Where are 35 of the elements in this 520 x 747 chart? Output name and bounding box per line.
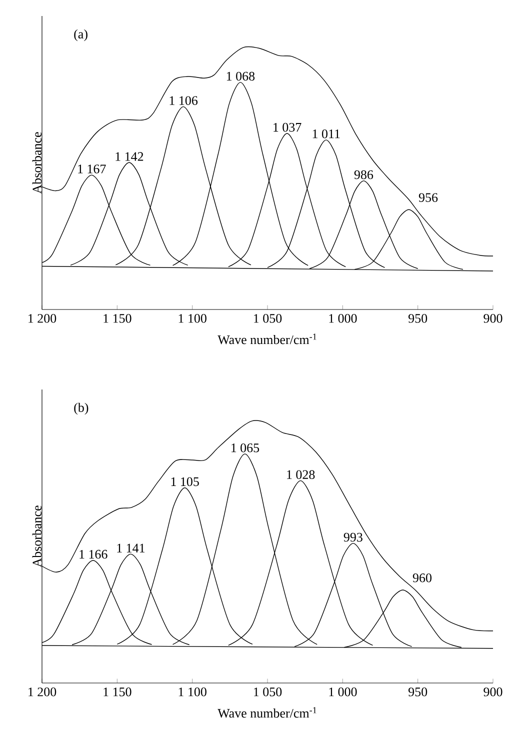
x-tick-label: 1 150 [104, 314, 132, 323]
annotation: 1 028 [287, 470, 315, 479]
annotation: 1 142 [116, 152, 144, 161]
annotation: 1 105 [171, 477, 199, 486]
annotation: 1 166 [80, 550, 108, 559]
x-tick-label: 1 050 [254, 688, 282, 696]
chart-title: (a) [74, 29, 88, 42]
x-tick-label: 1 200 [28, 688, 56, 696]
annotation: 1 037 [274, 122, 302, 132]
annotation: 1 065 [231, 443, 260, 452]
annotation: 960 [412, 574, 432, 582]
annotation: 956 [418, 193, 438, 202]
x-tick-label: 950 [408, 314, 428, 323]
x-axis-title: Wave number/cm$^{-1}$ [218, 334, 316, 344]
x-tick-label: 1 200 [28, 314, 56, 323]
x-tick-label: 1 000 [329, 314, 357, 323]
x-tick-label: 1 050 [254, 314, 282, 323]
annotation: 1 068 [226, 72, 255, 81]
annotation: 1 141 [117, 544, 145, 552]
annotation: 986 [354, 170, 374, 180]
chart-title: (b) [74, 402, 88, 415]
y-axis-title: Absorbance [32, 506, 42, 568]
annotation: 1 011 [312, 129, 340, 138]
x-axis-title: Wave number/cm$^{-1}$ [218, 707, 316, 718]
x-tick-label: 1 100 [178, 314, 206, 323]
annotation: 1 167 [78, 164, 106, 174]
annotation: 1 106 [170, 96, 198, 105]
y-axis-title: Absorbance [32, 132, 42, 194]
x-tick-label: 900 [484, 314, 502, 323]
x-tick-label: 1 000 [329, 688, 357, 696]
x-tick-label: 1 150 [104, 688, 132, 696]
x-tick-label: 950 [408, 688, 428, 696]
x-tick-label: 900 [484, 688, 502, 696]
x-tick-label: 1 100 [178, 688, 206, 696]
annotation: 993 [344, 532, 362, 542]
